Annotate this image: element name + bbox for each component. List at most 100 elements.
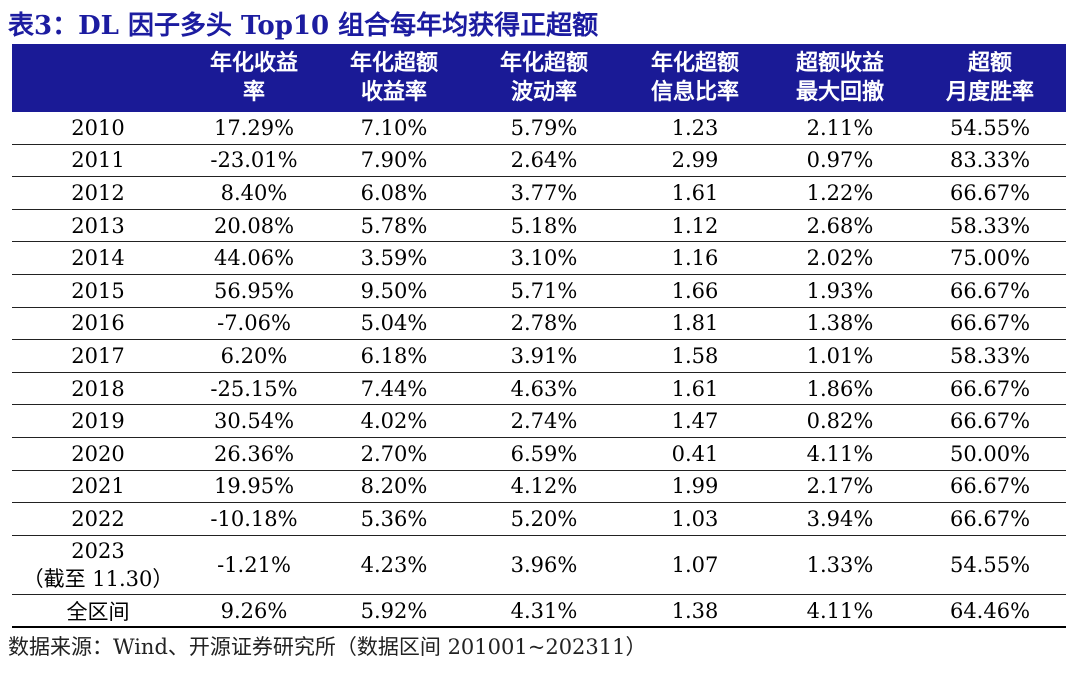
row-label: 2018 <box>12 372 184 406</box>
row-label-year: 2020 <box>71 441 125 466</box>
table-cell: 1.99 <box>624 470 766 504</box>
table-cell: 4.11% <box>766 594 914 629</box>
table-cell: 2.17% <box>766 470 914 504</box>
row-label-note: （截至 11.30） <box>22 566 174 591</box>
table-cell: 6.20% <box>184 339 324 373</box>
table-cell: 66.67% <box>914 372 1066 406</box>
table-cell: 54.55% <box>914 112 1066 145</box>
table-title: 表3：DL 因子多头 Top10 组合每年均获得正超额 <box>8 11 599 41</box>
row-label: 2015 <box>12 274 184 308</box>
table-cell: 3.91% <box>464 339 624 373</box>
row-label: 2014 <box>12 241 184 275</box>
table-cell: 1.93% <box>766 274 914 308</box>
table-cell: 1.33% <box>766 535 914 595</box>
table-cell: 4.31% <box>464 594 624 629</box>
column-header <box>12 44 184 112</box>
table-cell: 1.86% <box>766 372 914 406</box>
row-label-year: 2023 <box>71 538 125 563</box>
table-row: 2017 6.20% 6.18% 3.91% 1.58 1.01% 58.33% <box>12 339 1066 373</box>
table-cell: 5.04% <box>324 307 464 341</box>
table-cell: 1.38 <box>624 594 766 629</box>
table-cell: 58.33% <box>914 209 1066 243</box>
table-cell: 83.33% <box>914 144 1066 178</box>
table-cell: 75.00% <box>914 241 1066 275</box>
table-cell: 17.29% <box>184 112 324 145</box>
row-label-year: 2018 <box>71 376 125 401</box>
column-header-line1: 年化收益 <box>209 51 298 76</box>
column-header: 年化超额 收益率 <box>324 44 464 112</box>
table-cell: 0.97% <box>766 144 914 178</box>
column-header-line2: 最大回撤 <box>795 80 884 105</box>
column-header-line2: 收益率 <box>360 80 427 105</box>
table-cell: 6.59% <box>464 437 624 471</box>
column-header-line1: 年化超额 <box>650 51 739 76</box>
table-cell: 1.03 <box>624 502 766 536</box>
table-cell: 2.11% <box>766 112 914 145</box>
table-cell: 44.06% <box>184 241 324 275</box>
source-note: 数据来源：Wind、开源证券研究所（数据区间 201001~202311） <box>8 635 647 659</box>
table-cell: 3.10% <box>464 241 624 275</box>
table-cell: 7.44% <box>324 372 464 406</box>
table-header: 年化收益率年化超额 收益率 年化超额 波动率 年化超额 信息比率 超额收益 最大回撤 超额 月度胜… <box>12 44 1066 112</box>
table-cell: 5.36% <box>324 502 464 536</box>
table-cell: 1.22% <box>766 176 914 210</box>
data-table: 年化收益率年化超额 收益率 年化超额 波动率 年化超额 信息比率 超额收益 最大回撤 超额 月度胜… <box>12 44 1066 629</box>
row-label-year: 全区间 <box>66 599 130 624</box>
row-label: 2012 <box>12 176 184 210</box>
row-label: 2016 <box>12 307 184 341</box>
table-cell: 5.78% <box>324 209 464 243</box>
table-cell: 1.61 <box>624 176 766 210</box>
table-cell: 1.81 <box>624 307 766 341</box>
table-cell: 1.16 <box>624 241 766 275</box>
table-cell: 66.67% <box>914 274 1066 308</box>
table-row: 2021 19.95% 8.20% 4.12% 1.99 2.17% 66.67% <box>12 470 1066 504</box>
table-cell: 56.95% <box>184 274 324 308</box>
table-cell: -1.21% <box>184 535 324 595</box>
row-label: 2023 （截至 11.30） <box>12 535 184 595</box>
row-label-year: 2019 <box>71 409 125 434</box>
table-cell: 1.23 <box>624 112 766 145</box>
table-cell: 66.67% <box>914 470 1066 504</box>
table-cell: 3.59% <box>324 241 464 275</box>
table-row: 2010 17.29% 7.10% 5.79% 1.23 2.11% 54.55% <box>12 112 1066 145</box>
column-header-line1: 年化超额 <box>349 51 438 76</box>
table-cell: 4.02% <box>324 404 464 438</box>
row-label-year: 2022 <box>71 506 125 531</box>
table-cell: 1.07 <box>624 535 766 595</box>
table-cell: 5.71% <box>464 274 624 308</box>
table-body: 2010 17.29% 7.10% 5.79% 1.23 2.11% 54.55% 2011-… <box>12 112 1066 629</box>
table-cell: 1.66 <box>624 274 766 308</box>
row-label-year: 2015 <box>71 278 125 303</box>
column-header: 年化超额 波动率 <box>464 44 624 112</box>
table-cell: 8.20% <box>324 470 464 504</box>
row-label-year: 2014 <box>71 246 125 271</box>
row-label: 2010 <box>12 112 184 145</box>
table-cell: 3.96% <box>464 535 624 595</box>
table-cell: 1.47 <box>624 404 766 438</box>
table-cell: 5.20% <box>464 502 624 536</box>
table-cell: 1.38% <box>766 307 914 341</box>
row-label-year: 2012 <box>71 180 125 205</box>
row-label: 2020 <box>12 437 184 471</box>
table-cell: 66.67% <box>914 404 1066 438</box>
table-cell: 8.40% <box>184 176 324 210</box>
table-cell: -23.01% <box>184 144 324 178</box>
table-cell: 30.54% <box>184 404 324 438</box>
table-cell: -10.18% <box>184 502 324 536</box>
table-row: 2014 44.06% 3.59% 3.10% 1.16 2.02% 75.00% <box>12 241 1066 275</box>
table-cell: 20.08% <box>184 209 324 243</box>
row-label: 2019 <box>12 404 184 438</box>
table-cell: 66.67% <box>914 176 1066 210</box>
row-label-year: 2013 <box>71 213 125 238</box>
table-cell: 64.46% <box>914 594 1066 629</box>
column-header-line1: 年化超额 <box>499 51 588 76</box>
table-cell: 4.11% <box>766 437 914 471</box>
table-cell: 9.26% <box>184 594 324 629</box>
table-cell: 58.33% <box>914 339 1066 373</box>
column-header-line2: 波动率 <box>510 80 577 105</box>
table-cell: -7.06% <box>184 307 324 341</box>
table-row: 全区间 9.26% 5.92% 4.31% 1.38 4.11% 64.46% <box>12 594 1066 629</box>
column-header: 超额 月度胜率 <box>914 44 1066 112</box>
table-cell: 0.82% <box>766 404 914 438</box>
table-cell: 2.78% <box>464 307 624 341</box>
